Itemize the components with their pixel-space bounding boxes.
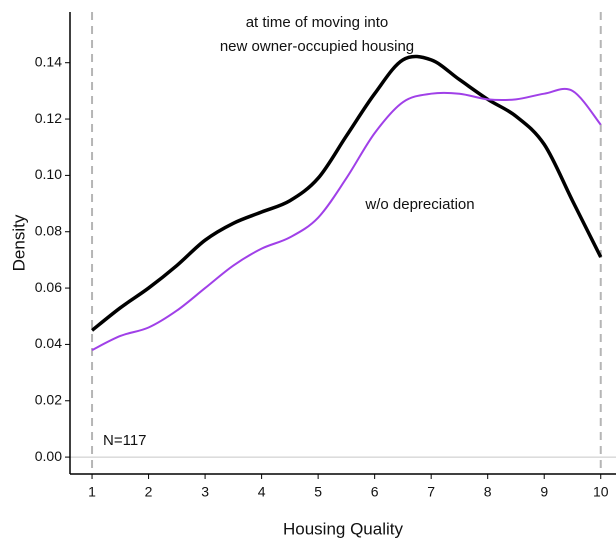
y-axis-title: Density — [9, 214, 28, 271]
y-tick-label: 0.02 — [35, 391, 62, 407]
x-tick-label: 10 — [593, 484, 609, 500]
x-tick-label: 7 — [427, 484, 435, 500]
x-tick-label: 9 — [540, 484, 548, 500]
x-axis-title: Housing Quality — [283, 519, 404, 538]
y-tick-label: 0.12 — [35, 110, 62, 126]
density-line — [90, 54, 603, 332]
annotation: at time of moving into — [246, 14, 389, 31]
x-tick-label: 2 — [145, 484, 153, 500]
x-tick-label: 1 — [88, 484, 96, 500]
y-tick-label: 0.08 — [35, 222, 62, 238]
x-tick-label: 3 — [201, 484, 209, 500]
y-tick-label: 0.10 — [35, 166, 62, 182]
x-tick-label: 8 — [484, 484, 492, 500]
x-tick-label: 4 — [258, 484, 266, 500]
density-line — [91, 87, 602, 351]
annotation: w/o depreciation — [364, 196, 474, 213]
x-tick-label: 6 — [371, 484, 379, 500]
annotation: N=117 — [103, 432, 147, 449]
x-tick-label: 5 — [314, 484, 322, 500]
annotation: new owner-occupied housing — [220, 38, 414, 55]
y-tick-label: 0.00 — [35, 448, 62, 464]
y-tick-label: 0.14 — [35, 53, 62, 69]
y-tick-label: 0.06 — [35, 279, 62, 295]
y-tick-label: 0.04 — [35, 335, 62, 351]
